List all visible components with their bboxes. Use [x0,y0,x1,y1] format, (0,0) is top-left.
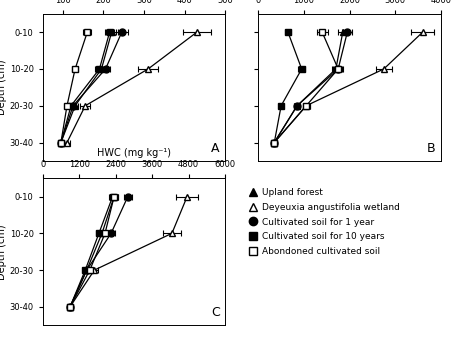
Y-axis label: Depth (cm): Depth (cm) [0,224,7,280]
Y-axis label: Depth (cm): Depth (cm) [0,60,7,115]
Text: C: C [211,306,219,319]
Text: B: B [427,142,435,155]
Legend: Upland forest, Deyeuxia angustifolia wetland, Cultivated soil for 1 year, Cultiv: Upland forest, Deyeuxia angustifolia wet… [249,188,400,256]
Text: A: A [211,142,219,155]
X-axis label: HWC (mg kg⁻¹): HWC (mg kg⁻¹) [97,148,171,158]
